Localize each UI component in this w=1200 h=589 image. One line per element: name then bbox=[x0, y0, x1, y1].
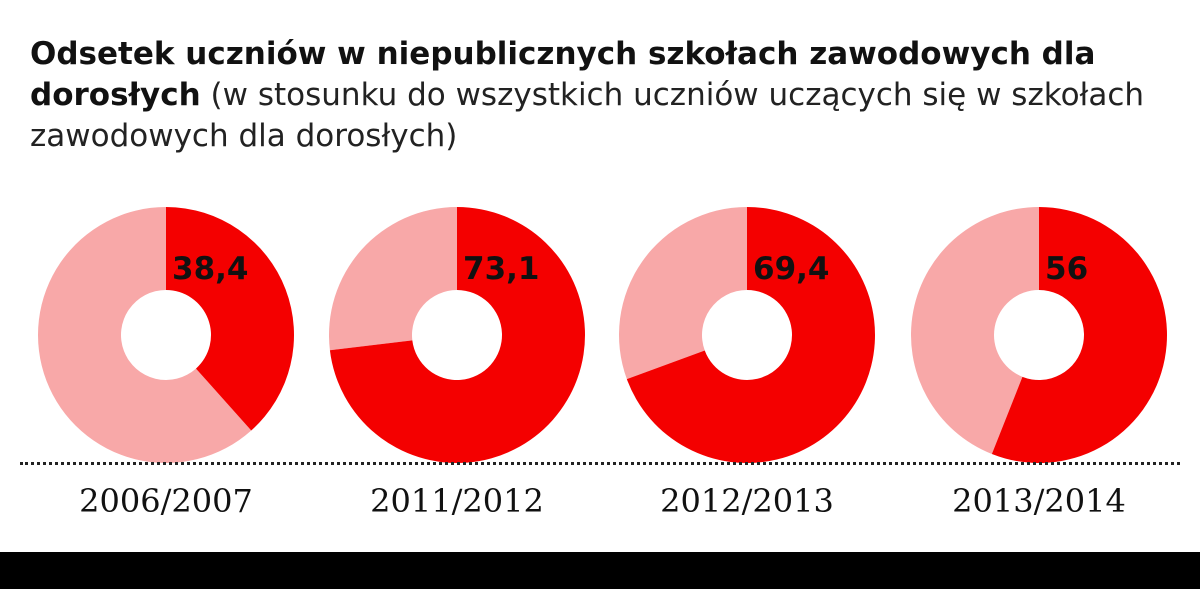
title-bold: Odsetek uczniów w niepublicznych szkołac… bbox=[30, 36, 1096, 113]
footer-bar bbox=[0, 552, 1200, 589]
donut-4-value-slice bbox=[991, 207, 1167, 463]
dotted-divider bbox=[20, 462, 1180, 465]
donut-2-value-label: 73,1 bbox=[463, 251, 540, 287]
chart-title: Odsetek uczniów w niepublicznych szkołac… bbox=[30, 34, 1160, 157]
donut-charts: 38,4 73,1 69,4 56 bbox=[38, 207, 1167, 463]
donut-2-value-slice bbox=[329, 207, 585, 463]
donut-1-value-label: 38,4 bbox=[172, 251, 249, 287]
donut-4-value-label: 56 bbox=[1045, 251, 1088, 287]
year-label-4: 2013/2014 bbox=[952, 482, 1126, 520]
donut-2-remainder-slice bbox=[329, 207, 457, 351]
donut-4-remainder-slice bbox=[911, 207, 1039, 455]
year-label-3: 2012/2013 bbox=[660, 482, 834, 520]
donut-3-value-label: 69,4 bbox=[753, 251, 830, 287]
donut-1-value-slice bbox=[166, 207, 294, 431]
donut-1-remainder-slice bbox=[38, 207, 252, 463]
year-label-2: 2011/2012 bbox=[370, 482, 544, 520]
title-subtitle: (w stosunku do wszystkich uczniów uczący… bbox=[30, 77, 1145, 154]
year-label-1: 2006/2007 bbox=[79, 482, 253, 520]
donut-3-value-slice bbox=[626, 207, 875, 463]
donut-3-remainder-slice bbox=[618, 207, 747, 380]
